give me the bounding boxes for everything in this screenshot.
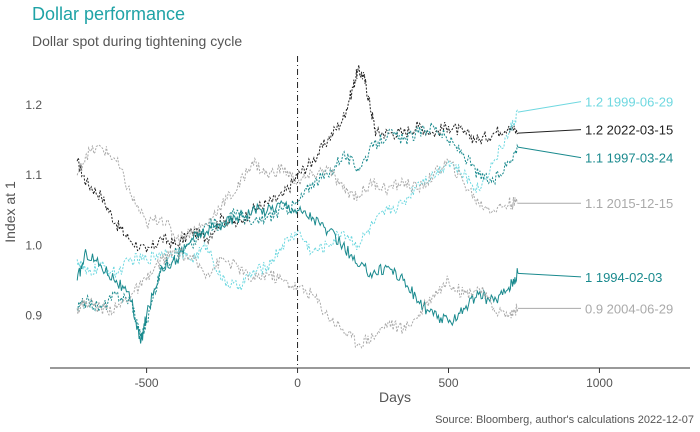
series-line-1999-06-29 [76,109,519,292]
series-label-1997-03-24: 1.1 1997-03-24 [585,151,673,166]
series-label-2004-06-29: 0.9 2004-06-29 [585,301,673,316]
series-line-2022-03-15 [76,64,519,253]
y-tick-label: 1.2 [25,98,42,112]
x-tick-label: 0 [294,376,301,390]
series-label-2015-12-15: 1.1 2015-12-15 [585,196,673,211]
series-leader-2022-03-15 [517,129,582,134]
series-leader-1997-03-24 [517,146,582,159]
x-tick-label: -500 [135,376,159,390]
series-leader-1999-06-29 [517,101,582,113]
x-tick-label: 500 [438,376,458,390]
chart-source: Source: Bloomberg, author's calculations… [435,414,694,426]
series-line-2004-06-29 [76,247,519,349]
x-tick-label: 1000 [586,376,613,390]
y-axis-title: Index at 1 [2,181,18,243]
series-layer [76,64,519,349]
axis-layer: Days Index at 1 -500 0 500 1000 0.9 1.0 1.1 1.2 [2,98,690,405]
series-line-1994-02-03 [76,199,519,344]
series-label-2022-03-15: 1.2 2022-03-15 [585,123,673,138]
series-label-1994-02-03: 1 1994-02-03 [585,270,662,285]
chart-title: Dollar performance [32,4,186,24]
series-label-1999-06-29: 1.2 1999-06-29 [585,95,673,110]
y-tick-label: 0.9 [25,308,42,322]
y-tick-label: 1.0 [25,238,42,252]
series-leader-1994-02-03 [517,272,582,278]
label-layer: 1.2 2022-03-15 1.2 1999-06-29 1.1 1997-03-… [517,95,673,316]
y-tick-label: 1.1 [25,168,42,182]
x-axis-title: Days [379,389,411,405]
chart-subtitle: Dollar spot during tightening cycle [32,33,243,49]
